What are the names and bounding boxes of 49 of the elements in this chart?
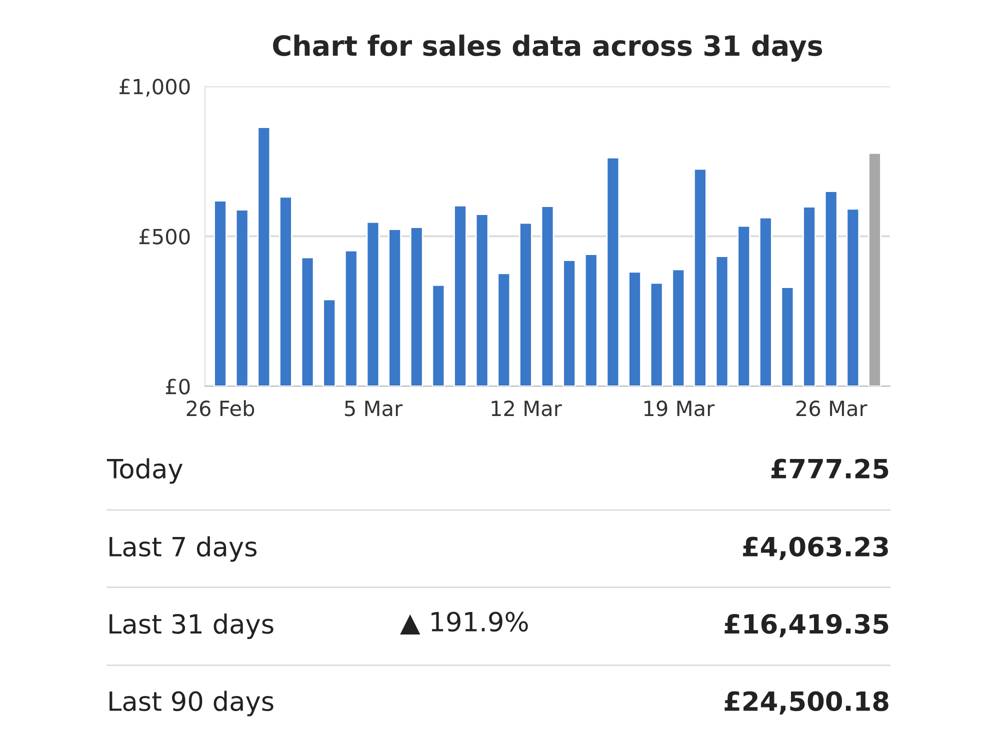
x-tick-label: 12 Mar (492, 400, 562, 416)
bar (235, 209, 249, 386)
y-tick-label: £500 (139, 228, 190, 244)
bar (672, 268, 686, 386)
bar (388, 228, 402, 386)
bar (366, 221, 380, 386)
bar (737, 225, 751, 386)
y-tick-label: £0 (166, 378, 190, 394)
x-tick-label: 19 Mar (644, 400, 715, 416)
x-tick-label: 26 Feb (186, 400, 254, 416)
bar (650, 282, 664, 386)
bar (540, 206, 554, 386)
y-tick-label: £1,000 (120, 78, 190, 97)
bar (344, 250, 358, 386)
text: Today (106, 458, 183, 484)
bar (300, 256, 314, 386)
bar (715, 256, 729, 386)
bar (518, 222, 532, 386)
bar (758, 216, 772, 386)
chart-title: Chart for sales data across 31 days (273, 34, 822, 62)
bar (846, 208, 860, 386)
bar (454, 204, 467, 386)
x-tick-label: 26 Mar (796, 400, 868, 416)
bar (628, 271, 642, 386)
x-tick-label: 5 Mar (344, 400, 403, 416)
bar (475, 214, 489, 386)
bar (584, 254, 598, 386)
bar (562, 260, 576, 386)
bar (432, 284, 446, 386)
bar (410, 226, 424, 386)
text: £24,500.18 (724, 691, 888, 715)
text: Last 31 days (110, 613, 274, 640)
bar (802, 206, 816, 386)
bar (214, 200, 227, 386)
bar (780, 286, 794, 386)
bar (824, 190, 838, 386)
text: £16,419.35 (724, 614, 888, 638)
bar (279, 196, 292, 386)
text: ▲ 191.9% (400, 612, 528, 635)
bar (322, 298, 336, 386)
bar (694, 168, 707, 386)
bar (868, 152, 882, 386)
text: £4,063.23 (743, 536, 888, 560)
bar (497, 272, 511, 386)
text: £777.25 (771, 458, 888, 479)
bar (257, 126, 271, 386)
text: Last 7 days (110, 536, 257, 562)
text: Last 90 days (110, 690, 274, 716)
bar (606, 156, 620, 386)
